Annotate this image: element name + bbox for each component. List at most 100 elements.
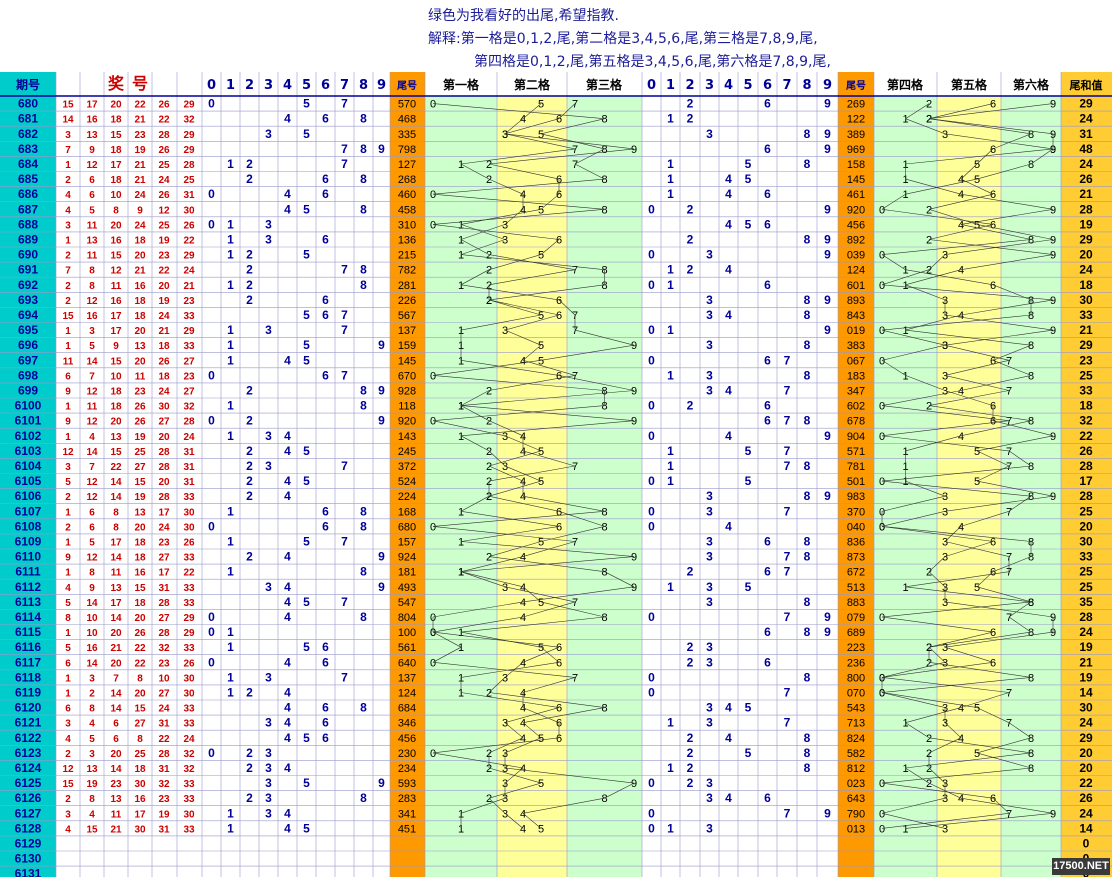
prize-number: 27 — [134, 462, 146, 473]
trend-line — [432, 737, 560, 754]
prize-number: 31 — [183, 190, 195, 201]
grid-digit: 8 — [1028, 763, 1034, 775]
grid-digit: 7 — [572, 325, 578, 337]
tail-sum: 24 — [1079, 625, 1093, 639]
grid-digit: 7 — [1006, 688, 1012, 700]
grid-digit: 1 — [458, 506, 464, 518]
prize-number: 28 — [183, 160, 195, 171]
trend-line — [488, 420, 524, 437]
prize-number: 16 — [134, 281, 146, 292]
issue-column-bg — [0, 72, 56, 877]
tail-code: 782 — [398, 265, 416, 277]
grid-digit: 0 — [879, 431, 885, 443]
issue-number: 6110 — [15, 550, 41, 564]
tail2-digit-mark: 7 — [784, 550, 791, 564]
header-digit-7: 7 — [340, 78, 349, 93]
tail2-digit-mark: 9 — [824, 610, 831, 624]
grid-digit: 3 — [502, 582, 508, 594]
grid-digit: 3 — [502, 235, 508, 247]
grid-digit: 2 — [486, 688, 492, 700]
header-tail: 尾号 — [397, 80, 417, 92]
grid-digit: 8 — [1028, 672, 1034, 684]
tail2-digit-mark: 1 — [667, 172, 674, 186]
tail-digit-mark: 3 — [265, 761, 272, 775]
prize-number: 15 — [110, 447, 122, 458]
issue-number: 6121 — [15, 716, 42, 730]
tail2-digit-mark: 9 — [824, 127, 831, 141]
grid-digit: 0 — [879, 688, 885, 700]
prize-number: 21 — [134, 160, 146, 171]
tail-code: 924 — [398, 552, 416, 564]
tail-sum: 28 — [1079, 610, 1093, 624]
tail-digit-mark: 7 — [341, 97, 348, 111]
prize-number: 18 — [134, 236, 146, 247]
prize-number: 20 — [158, 281, 170, 292]
prize-number: 30 — [183, 522, 195, 533]
trend-line — [574, 148, 605, 165]
prize-number: 13 — [110, 794, 122, 805]
trend-line — [905, 480, 946, 497]
issue-number: 6126 — [15, 791, 42, 805]
tail-digit-mark: 2 — [246, 278, 253, 292]
grid-digit: 7 — [572, 597, 578, 609]
tail-code2: 892 — [847, 235, 865, 247]
grid-digit: 7 — [1006, 461, 1012, 473]
trend-line — [460, 390, 490, 406]
issue-number: 6106 — [15, 489, 42, 503]
tail2-column-bg — [838, 72, 874, 877]
prize-number: 20 — [134, 522, 146, 533]
grid-digit: 6 — [990, 627, 996, 639]
tail-code: 143 — [398, 431, 416, 443]
tail-digit-mark: 5 — [303, 776, 310, 790]
tail2-digit-mark: 0 — [648, 806, 655, 820]
prize-number: 31 — [183, 447, 195, 458]
trend-line — [460, 571, 506, 588]
grid-digit: 7 — [1006, 718, 1012, 730]
trend-line — [522, 707, 560, 723]
trend-line — [432, 224, 560, 240]
prize-number: 18 — [110, 175, 122, 186]
tail-digit-mark: 0 — [208, 97, 215, 111]
prize-number: 24 — [158, 311, 170, 322]
tail2-digit-mark: 1 — [667, 580, 674, 594]
header-explain-2: 第四格是0,1,2,尾,第五格是3,4,5,6,尾,第六格是7,8,9,尾, — [474, 54, 831, 70]
tail-sum: 20 — [1079, 746, 1093, 760]
grid-digit: 6 — [990, 144, 996, 156]
tail-code: 281 — [398, 280, 416, 292]
sum-column-bg — [1061, 72, 1112, 877]
grid-digit: 4 — [520, 491, 526, 503]
trend-line — [504, 767, 635, 784]
tail-sum: 19 — [1079, 217, 1093, 231]
issue-number: 699 — [18, 384, 38, 398]
trend-line — [944, 541, 994, 557]
grid-digit: 8 — [1028, 129, 1034, 141]
tail2-digit-mark: 8 — [804, 368, 811, 382]
tail2-digit-mark: 3 — [706, 655, 713, 669]
trend-line — [928, 571, 946, 588]
grid-digit: 7 — [572, 99, 578, 111]
grid-digit: 8 — [601, 612, 607, 624]
tail-digit-mark: 5 — [303, 127, 310, 141]
grid-digit: 5 — [974, 748, 980, 760]
tail2-digit-mark: 1 — [667, 368, 674, 382]
tail-digit-mark: 4 — [284, 595, 291, 609]
tail-digit-mark: 5 — [303, 821, 310, 835]
prize-number: 31 — [183, 462, 195, 473]
prize-number: 22 — [158, 734, 170, 745]
trend-line — [504, 707, 560, 723]
tail-code2: 079 — [847, 612, 865, 624]
grid-digit: 3 — [502, 219, 508, 231]
trend-line — [558, 511, 605, 527]
prize-number: 14 — [110, 613, 122, 624]
prize-number: 23 — [134, 130, 146, 141]
grid-digit: 3 — [942, 793, 948, 805]
grid-digit: 8 — [1028, 461, 1034, 473]
trend-line — [905, 284, 946, 301]
tail-digit-mark: 2 — [246, 746, 253, 760]
header-digit2-6: 6 — [763, 78, 772, 93]
prize-number: 20 — [110, 100, 122, 111]
tail-sum: 28 — [1079, 459, 1093, 473]
tail2-digit-mark: 2 — [687, 761, 694, 775]
tail-sum: 24 — [1079, 806, 1093, 820]
tail2-digit-mark: 1 — [667, 157, 674, 171]
